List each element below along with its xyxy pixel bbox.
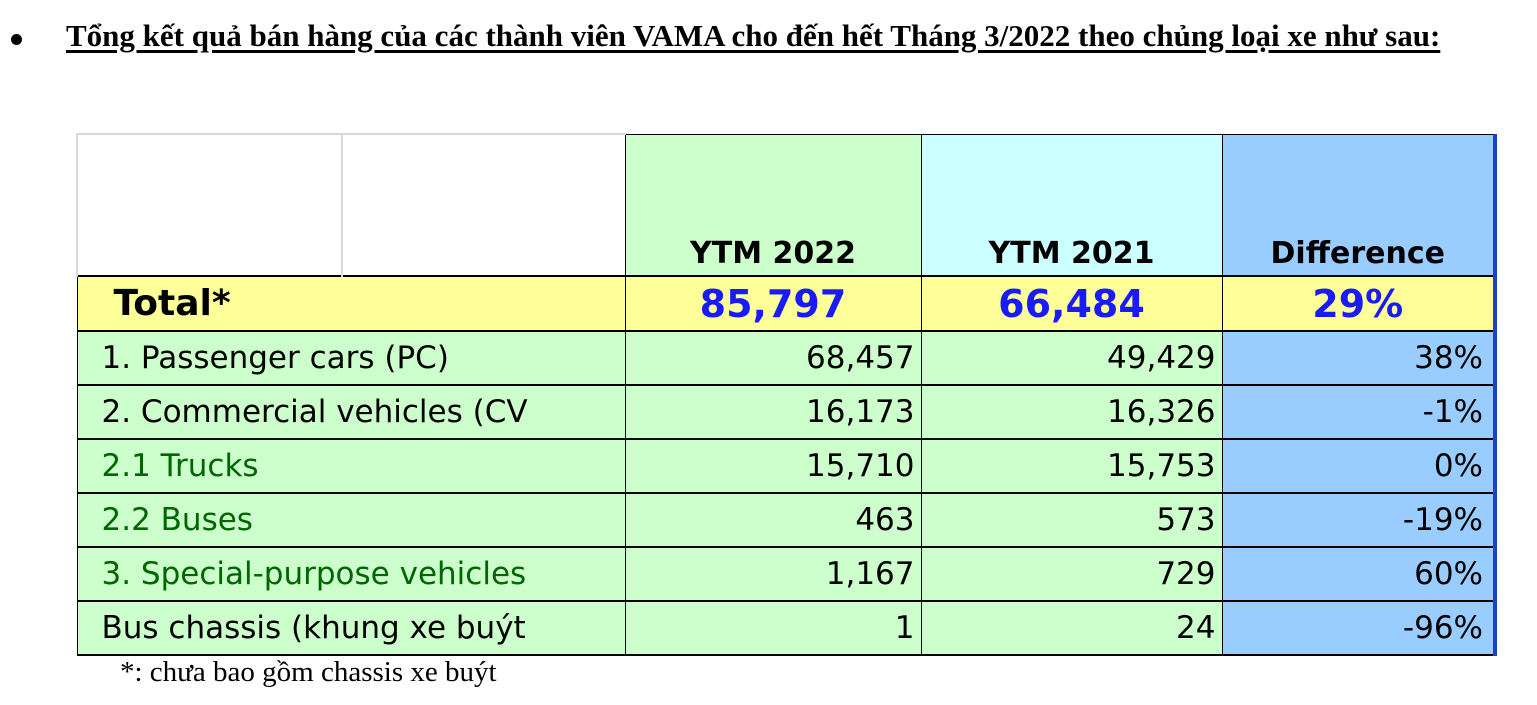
- row-label: 2.1 Trucks: [101, 448, 259, 484]
- row-ytm2021-cell: 16,326: [920, 384, 1223, 440]
- header-ytm2021-label: YTM 2021: [988, 236, 1155, 271]
- table-row: Bus chassis (khung xe buýt 1 24 -96%: [76, 600, 1497, 656]
- table-row: 2.2 Buses 463 573 -19%: [76, 492, 1497, 548]
- total-ytm2022-cell: 85,797: [624, 275, 922, 332]
- row-ytm2022: 463: [855, 502, 915, 538]
- row-label-cell: 2.1 Trucks: [76, 438, 626, 494]
- row-difference: -1%: [1422, 394, 1483, 430]
- table-row: 3. Special-purpose vehicles 1,167 729 60…: [76, 546, 1497, 602]
- table-row: 1. Passenger cars (PC) 68,457 49,429 38%: [76, 330, 1497, 386]
- row-label: Bus chassis (khung xe buýt: [101, 610, 526, 646]
- row-difference: 38%: [1414, 340, 1483, 376]
- footnote: *: chưa bao gồm chassis xe buýt: [120, 656, 497, 688]
- row-difference: 0%: [1433, 448, 1483, 484]
- row-label-cell: 3. Special-purpose vehicles: [76, 546, 626, 602]
- row-label-cell: 2. Commercial vehicles (CV: [76, 384, 626, 440]
- row-ytm2022-cell: 68,457: [624, 330, 922, 386]
- row-ytm2021-cell: 573: [920, 492, 1223, 548]
- row-ytm2021-cell: 24: [920, 600, 1223, 656]
- row-ytm2022-cell: 16,173: [624, 384, 922, 440]
- row-difference-cell: 60%: [1221, 546, 1497, 602]
- total-label-cell: Total*: [76, 275, 626, 332]
- row-ytm2021-cell: 729: [920, 546, 1223, 602]
- row-difference: 60%: [1414, 556, 1483, 592]
- row-difference-cell: 38%: [1221, 330, 1497, 386]
- bullet-icon: [11, 34, 22, 45]
- header-difference-label: Difference: [1270, 236, 1445, 271]
- row-label: 1. Passenger cars (PC): [101, 340, 449, 376]
- header-blank-cell: [342, 133, 626, 276]
- row-difference-cell: -96%: [1221, 600, 1497, 656]
- total-ytm2021: 66,484: [998, 281, 1145, 326]
- row-ytm2021: 24: [1176, 610, 1216, 646]
- row-ytm2021-cell: 15,753: [920, 438, 1223, 494]
- section-heading: Tổng kết quả bán hàng của các thành viên…: [0, 8, 1537, 108]
- total-ytm2021-cell: 66,484: [920, 275, 1223, 332]
- row-label-cell: 2.2 Buses: [76, 492, 626, 548]
- row-label: 2. Commercial vehicles (CV: [101, 394, 528, 430]
- row-ytm2022: 15,710: [806, 448, 915, 484]
- header-ytm2022: YTM 2022: [624, 133, 922, 277]
- row-difference: -19%: [1402, 502, 1483, 538]
- total-row: Total* 85,797 66,484 29%: [76, 275, 1497, 332]
- row-ytm2022-cell: 15,710: [624, 438, 922, 494]
- header-ytm2021: YTM 2021: [920, 133, 1223, 277]
- sales-summary-table: YTM 2022 YTM 2021 Difference Total* 85,7…: [76, 133, 1497, 656]
- table-row: 2. Commercial vehicles (CV 16,173 16,326…: [76, 384, 1497, 440]
- heading-text: Tổng kết quả bán hàng của các thành viên…: [66, 18, 1441, 53]
- row-ytm2021: 49,429: [1107, 340, 1216, 376]
- total-ytm2022: 85,797: [699, 281, 847, 326]
- row-difference: -96%: [1402, 610, 1483, 646]
- row-difference-cell: -1%: [1221, 384, 1497, 440]
- row-label-cell: Bus chassis (khung xe buýt: [76, 600, 626, 656]
- row-ytm2022-cell: 463: [624, 492, 922, 548]
- total-difference: 29%: [1312, 281, 1404, 326]
- total-label: Total*: [113, 283, 231, 324]
- row-ytm2022: 1,167: [825, 556, 915, 592]
- table-row: 2.1 Trucks 15,710 15,753 0%: [76, 438, 1497, 494]
- header-ytm2022-label: YTM 2022: [690, 236, 856, 271]
- header-difference: Difference: [1221, 133, 1497, 277]
- row-ytm2021: 15,753: [1107, 448, 1216, 484]
- row-label-cell: 1. Passenger cars (PC): [76, 330, 626, 386]
- row-ytm2022-cell: 1,167: [624, 546, 922, 602]
- row-ytm2022: 16,173: [806, 394, 915, 430]
- row-ytm2022: 1: [894, 610, 915, 646]
- row-difference-cell: -19%: [1221, 492, 1497, 548]
- row-ytm2022-cell: 1: [624, 600, 922, 656]
- total-difference-cell: 29%: [1221, 275, 1497, 332]
- header-row: YTM 2022 YTM 2021 Difference: [76, 133, 1497, 277]
- row-ytm2021: 729: [1156, 556, 1216, 592]
- row-ytm2021: 16,326: [1107, 394, 1216, 430]
- row-ytm2021-cell: 49,429: [920, 330, 1223, 386]
- row-label: 3. Special-purpose vehicles: [101, 556, 527, 592]
- row-ytm2021: 573: [1156, 502, 1216, 538]
- row-difference-cell: 0%: [1221, 438, 1497, 494]
- row-label: 2.2 Buses: [101, 502, 253, 538]
- row-ytm2022: 68,457: [806, 340, 915, 376]
- header-blank-cell: [76, 133, 343, 276]
